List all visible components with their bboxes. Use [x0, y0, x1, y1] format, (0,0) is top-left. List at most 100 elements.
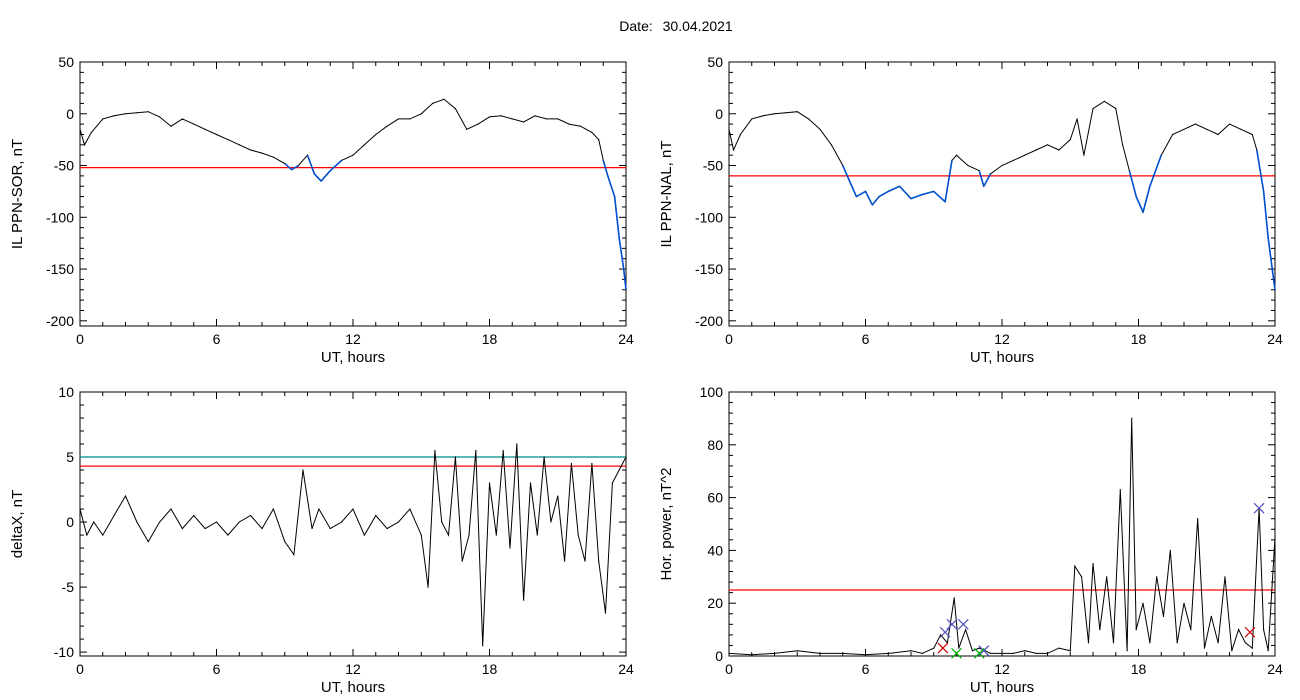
x-tick-label: 0 — [76, 331, 84, 347]
data-point — [302, 469, 304, 471]
date-caption: Date: — [619, 18, 653, 34]
data-point — [550, 521, 552, 523]
data-point — [1106, 576, 1108, 578]
data-point — [728, 652, 730, 654]
data-point — [363, 144, 365, 146]
y-tick-label: -200 — [695, 313, 723, 329]
data-point — [796, 650, 798, 652]
data-point — [250, 514, 252, 517]
data-point — [1172, 133, 1174, 136]
series-line — [728, 418, 1276, 656]
data-point — [1087, 642, 1090, 644]
data-point — [461, 560, 463, 562]
data-point — [1183, 602, 1185, 604]
data-point — [568, 123, 570, 125]
data-point — [978, 647, 980, 649]
data-point — [1251, 647, 1253, 649]
y-tick-label: -150 — [695, 261, 723, 277]
marker-stroke — [1244, 626, 1256, 638]
highlight-segment — [1142, 186, 1151, 213]
data-point — [971, 650, 974, 652]
data-point — [762, 115, 764, 117]
data-point — [523, 121, 525, 123]
data-point — [147, 540, 149, 543]
data-point — [238, 521, 240, 523]
data-point — [1035, 149, 1037, 151]
data-point — [1231, 650, 1233, 652]
x-tick-label: 6 — [862, 331, 870, 347]
data-point — [124, 113, 127, 115]
y-tick-label: 20 — [707, 595, 723, 611]
data-point — [272, 156, 274, 158]
data-point — [397, 521, 400, 523]
x-tick-label: 18 — [1131, 661, 1147, 677]
highlight-segment — [1135, 196, 1144, 213]
highlight-segment — [856, 190, 866, 198]
data-point — [545, 118, 547, 120]
data-point — [1024, 154, 1026, 156]
y-tick-label: -100 — [695, 209, 723, 225]
data-point — [990, 652, 992, 654]
highlight-segment — [284, 162, 293, 171]
data-point — [751, 654, 753, 656]
data-point — [563, 560, 566, 562]
data-point — [466, 128, 468, 130]
highlight-segment — [291, 164, 299, 171]
data-point — [420, 113, 422, 115]
y-axis-label: IL PPN-SOR, nT — [9, 139, 26, 249]
data-point — [441, 521, 443, 523]
highlight-segment — [878, 190, 889, 198]
y-tick-label: -100 — [46, 209, 74, 225]
highlight-segment — [910, 193, 923, 200]
y-tick-label: 80 — [707, 437, 723, 453]
data-point — [500, 115, 502, 117]
data-point — [939, 634, 942, 636]
data-point — [1149, 642, 1151, 644]
data-point — [1176, 642, 1178, 644]
marker-g — [951, 647, 962, 659]
data-point — [193, 514, 195, 517]
plot-frame — [79, 391, 627, 657]
data-point — [1274, 536, 1276, 538]
data-point — [386, 527, 388, 530]
data-point — [579, 125, 582, 127]
data-point — [1238, 629, 1240, 631]
highlight-segment — [864, 191, 874, 206]
data-point — [86, 534, 88, 536]
y-tick-label: 40 — [707, 542, 723, 558]
data-point — [261, 527, 263, 530]
highlight-segment — [1149, 154, 1163, 187]
data-point — [611, 482, 613, 484]
data-point — [773, 652, 776, 654]
data-point — [1099, 629, 1101, 631]
date-header: Date: 30.04.2021 — [0, 18, 1300, 34]
x-tick-label: 6 — [862, 661, 870, 677]
highlight-segment — [1262, 191, 1269, 239]
data-point — [529, 482, 532, 484]
data-point — [250, 149, 252, 151]
data-point — [475, 449, 477, 452]
data-point — [113, 514, 115, 517]
series-line — [79, 443, 627, 646]
data-point — [482, 644, 484, 647]
series-line — [728, 100, 1276, 290]
x-axis-label: UT, hours — [321, 679, 385, 696]
data-point — [1190, 629, 1192, 631]
data-point — [215, 133, 218, 136]
marker-x — [939, 626, 951, 638]
data-point — [93, 521, 95, 523]
data-point — [1058, 149, 1060, 151]
data-point — [604, 612, 607, 614]
data-point — [1074, 565, 1076, 567]
y-tick-label: 50 — [58, 54, 74, 70]
data-point — [864, 654, 867, 656]
highlight-segment — [320, 170, 331, 182]
data-point — [1267, 650, 1269, 652]
data-point — [887, 652, 889, 654]
marker-x — [957, 618, 969, 630]
data-point — [830, 144, 832, 146]
data-point — [1046, 652, 1049, 654]
data-point — [1103, 100, 1105, 102]
data-point — [511, 118, 513, 120]
y-tick-label: -10 — [54, 644, 74, 660]
